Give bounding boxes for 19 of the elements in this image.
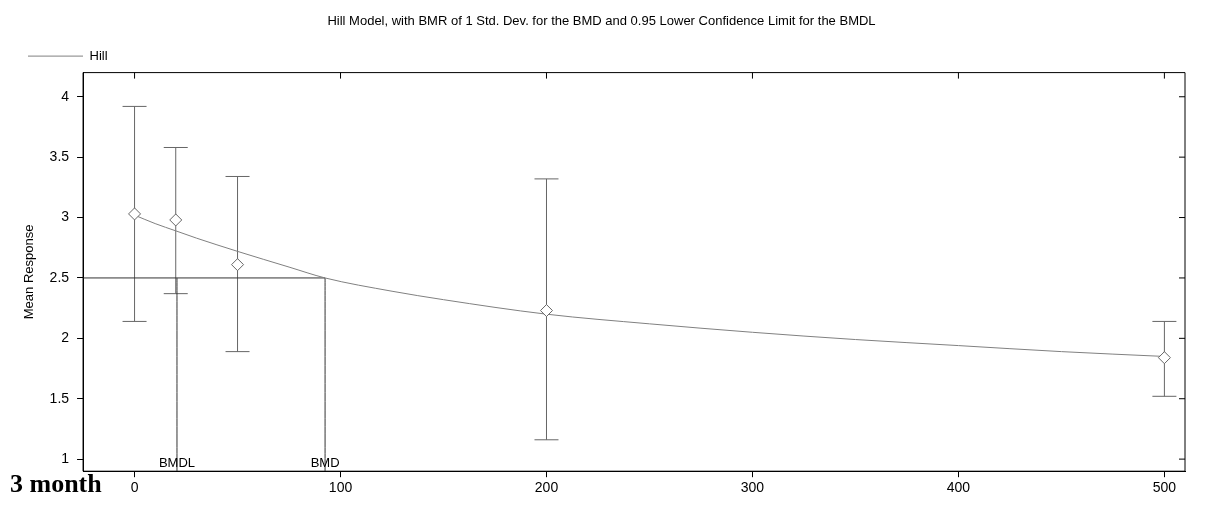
x-tick-label: 0 (130, 479, 139, 496)
y-tick-label: 2.5 (49, 268, 70, 285)
y-tick-label: 1.5 (49, 389, 70, 406)
y-tick-label: 4 (61, 87, 70, 104)
y-axis-title: Mean Response (21, 224, 37, 320)
x-tick-label: 500 (1152, 479, 1177, 496)
annotation: 3 month (10, 468, 103, 498)
x-tick-label: 300 (740, 479, 765, 496)
annotation: BMDL (158, 455, 196, 471)
y-tick-label: 1 (61, 449, 70, 466)
annotation: BMD (310, 455, 340, 471)
x-tick-label: 400 (946, 479, 971, 496)
y-tick-label: 3.5 (49, 148, 70, 165)
y-tick-label: 2 (61, 329, 70, 346)
x-tick-label: 100 (328, 479, 353, 496)
legend-label: Hill (89, 47, 108, 63)
chart-title: Hill Model, with BMR of 1 Std. Dev. for the BMD and 0.95 Lower Confidence Limit for the BMDL (327, 13, 876, 29)
y-tick-label: 3 (61, 208, 70, 225)
x-tick-label: 200 (534, 479, 559, 496)
